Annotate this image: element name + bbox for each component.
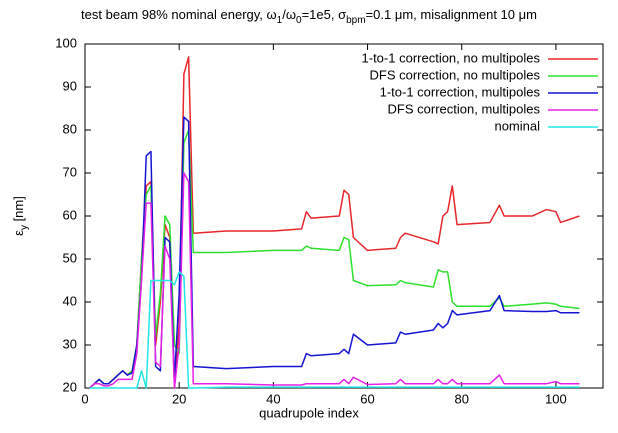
x-tick-label: 20 — [172, 391, 186, 406]
title-part: =1e5, σ — [302, 7, 347, 22]
legend-label: 1-to-1 correction, no multipoles — [362, 50, 541, 65]
title-subscript: 1 — [277, 15, 283, 26]
chart-title: test beam 98% nominal energy, ω1/ω0=1e5,… — [81, 7, 537, 25]
y-label-part: ε — [11, 230, 26, 236]
series-line — [89, 116, 580, 389]
title-subscript: bpm — [346, 15, 365, 26]
y-tick-label: 50 — [63, 250, 77, 265]
y-tick-label: 80 — [63, 121, 77, 136]
y-axis-label: εy [nm] — [11, 196, 29, 236]
x-axis-label: quadrupole index — [259, 405, 359, 420]
series-line — [89, 172, 580, 389]
y-tick-label: 70 — [63, 164, 77, 179]
title-part: =0.1 μm, misalignment 10 μm — [366, 7, 537, 22]
series-line — [89, 271, 580, 389]
x-tick-label: 100 — [545, 391, 567, 406]
legend-label: 1-to-1 correction, multipoles — [380, 84, 541, 99]
title-subscript: 0 — [296, 15, 302, 26]
series-line — [89, 129, 580, 389]
y-tick-label: 100 — [55, 35, 77, 50]
y-tick-label: 90 — [63, 78, 77, 93]
y-tick-label: 60 — [63, 207, 77, 222]
legend-label: nominal — [494, 118, 540, 133]
y-tick-label: 40 — [63, 293, 77, 308]
y-label-subscript: y — [19, 225, 30, 230]
x-tick-label: 80 — [454, 391, 468, 406]
y-tick-label: 30 — [63, 336, 77, 351]
legend-label: DFS correction, no multipoles — [369, 67, 540, 82]
x-tick-label: 0 — [81, 391, 88, 406]
title-part: /ω — [282, 7, 296, 22]
y-tick-label: 20 — [63, 379, 77, 394]
title-part: test beam 98% nominal energy, ω — [81, 7, 277, 22]
x-tick-label: 60 — [360, 391, 374, 406]
y-label-part: [nm] — [11, 196, 26, 225]
x-tick-label: 40 — [266, 391, 280, 406]
legend-label: DFS correction, multipoles — [388, 101, 541, 116]
